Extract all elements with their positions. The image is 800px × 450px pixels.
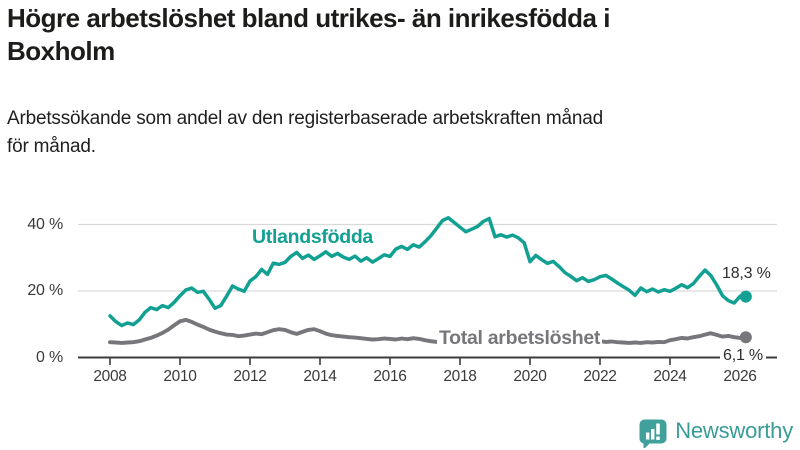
x-axis-tick-label: 2018 <box>443 368 477 385</box>
series-label-total: Total arbetslöshet <box>437 327 603 350</box>
x-axis-tick-label: 2022 <box>583 368 617 385</box>
series-label-utlandsfodda: Utlandsfödda <box>252 226 373 248</box>
x-axis-tick-label: 2026 <box>723 368 757 385</box>
y-axis-tick-label: 20 % <box>27 282 63 299</box>
series-end-dot-utlandsfodda <box>739 290 752 303</box>
y-axis-tick-label: 0 % <box>36 348 63 366</box>
x-axis-tick-label: 2010 <box>163 368 197 385</box>
x-axis-tick-label: 2020 <box>513 368 547 385</box>
x-axis-tick-label: 2024 <box>653 368 687 385</box>
x-axis-tick-label: 2012 <box>233 368 267 385</box>
series-end-value-utlandsfodda: 18,3 % <box>719 265 774 283</box>
chart-subtitle: Arbetssökande som andel av den registerb… <box>7 108 604 157</box>
chart-title: Högre arbetslöshet bland utrikes- än inr… <box>7 3 610 66</box>
x-axis-tick-label: 2016 <box>373 368 407 385</box>
brand-name: Newsworthy <box>675 418 793 443</box>
brand-logo: Newsworthy <box>638 413 793 449</box>
x-axis-tick-label: 2008 <box>93 368 127 385</box>
bar-chart-speech-bubble-icon <box>639 419 667 448</box>
series-line-utlandsfodda <box>108 216 748 328</box>
y-axis-tick-label: 40 % <box>27 215 63 233</box>
series-end-value-total: 6,1 % <box>720 347 766 365</box>
series-end-dot-total <box>739 331 752 344</box>
series-line-total <box>108 317 748 345</box>
x-axis-tick-label: 2014 <box>303 368 337 385</box>
